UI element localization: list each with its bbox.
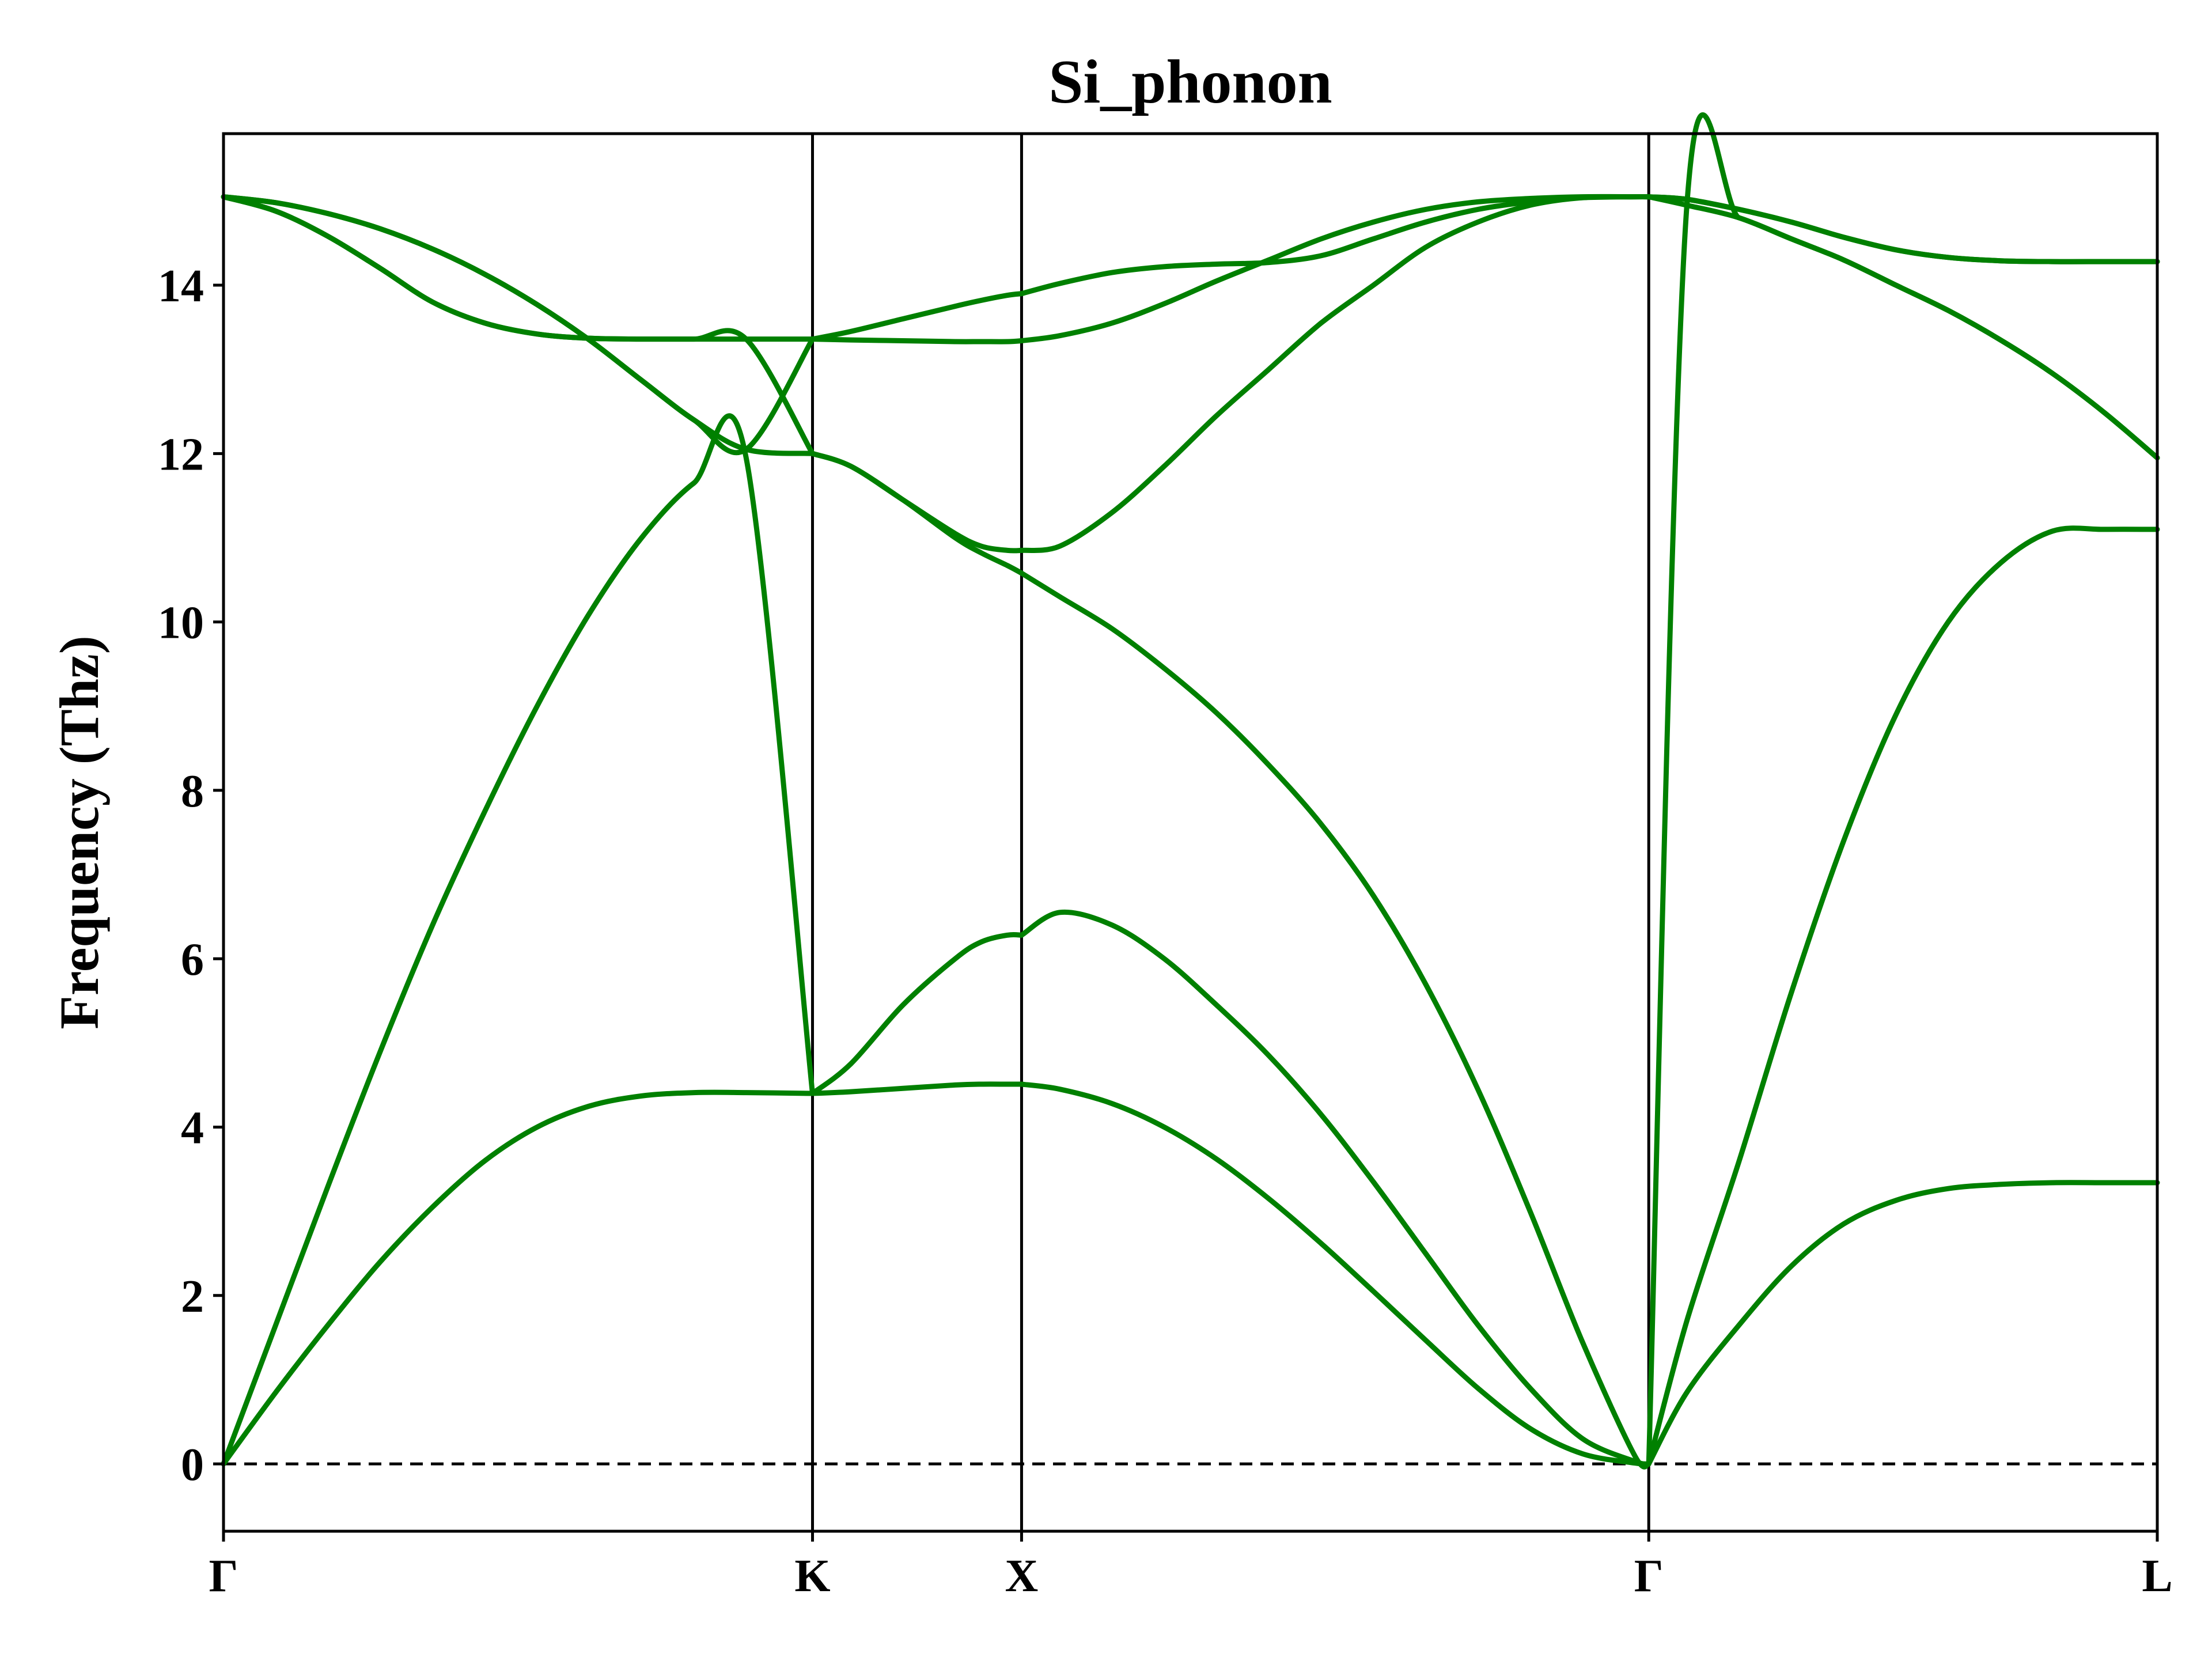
phonon-band-line: [810, 1081, 1024, 1096]
y-tick-label: 2: [181, 1271, 204, 1322]
x-tick-label: K: [794, 1551, 830, 1602]
y-tick-label: 12: [158, 429, 204, 480]
high-symmetry-lines: [811, 134, 1650, 1531]
plot-frame: [222, 132, 2159, 1533]
phonon-band-line: [810, 932, 1024, 1096]
phonon-band-line: [221, 194, 815, 342]
y-tick-label: 8: [181, 766, 204, 817]
y-tick-label: 14: [158, 261, 204, 312]
phonon-band-line: [1646, 194, 2160, 264]
phonon-bands: [221, 112, 2160, 1470]
phonon-band-line: [1018, 194, 1652, 297]
x-tick-label: Γ: [1634, 1551, 1664, 1602]
phonon-band-line: [221, 1089, 815, 1467]
phonon-band-line: [221, 194, 815, 456]
x-tick-label: L: [2142, 1551, 2172, 1602]
phonon-band-line: [1646, 1180, 2160, 1467]
y-tick-label: 4: [181, 1103, 204, 1154]
phonon-band-line: [221, 413, 815, 1467]
y-tick-label: 6: [181, 934, 204, 985]
y-axis-label: Frequency (Thz): [48, 635, 110, 1029]
y-axis-ticks: 0 2 4 6 8 10 12 14: [158, 261, 224, 1490]
y-tick-label: 0: [181, 1440, 204, 1490]
phonon-band-line: [1646, 525, 2160, 1467]
phonon-band-line: [810, 450, 1024, 554]
x-tick-label: X: [1005, 1551, 1039, 1602]
phonon-band-line: [1018, 909, 1652, 1467]
phonon-band-line: [810, 336, 1024, 344]
phonon-band-line: [810, 291, 1024, 342]
chart-title: Si_phonon: [1048, 48, 1332, 116]
phonon-band-line: [1018, 570, 1652, 1470]
y-tick-label: 10: [158, 598, 204, 649]
x-tick-label: Γ: [209, 1551, 238, 1602]
phonon-band-line: [1018, 1081, 1652, 1467]
phonon-band-line: [1646, 194, 2160, 461]
